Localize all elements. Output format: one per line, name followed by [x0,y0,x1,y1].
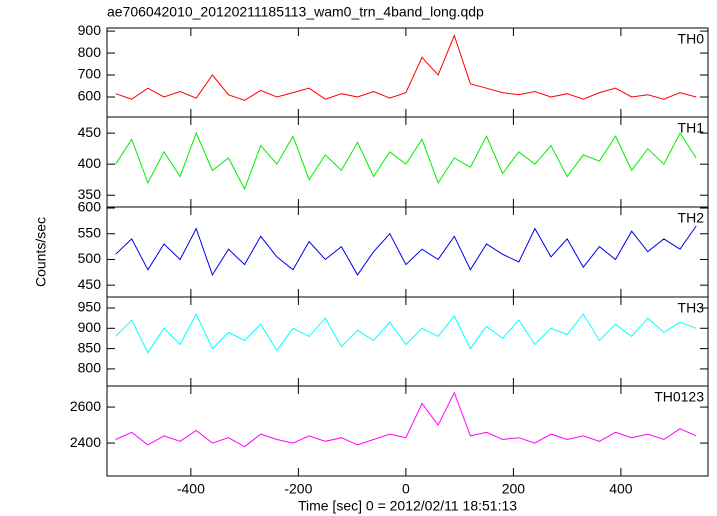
panel-frame [106,206,709,298]
x-tick-label: 0 [402,481,410,497]
y-tick-label: 600 [78,199,102,215]
y-axis-label: Counts/sec [33,217,49,287]
y-tick-label: 2400 [70,434,101,450]
x-tick-label: -400 [177,481,205,497]
y-tick-label: 450 [78,124,102,140]
y-tick-label: 550 [78,224,102,240]
y-tick-label: 900 [78,319,102,335]
x-tick-label: -200 [284,481,312,497]
panel-label: TH0123 [654,389,704,405]
y-tick-label: 800 [78,360,102,376]
y-tick-label: 700 [78,66,102,82]
light-curve [115,34,697,101]
chart-title: ae706042010_20120211185113_wam0_trn_4ban… [107,4,484,20]
y-tick-label: 400 [78,155,102,171]
panel-frame [106,296,709,387]
light-curve [115,225,697,277]
y-tick-label: 450 [78,276,102,292]
y-tick-label: 350 [78,186,102,202]
panel-label: TH1 [678,120,705,136]
panel-frame [106,27,709,118]
panel-frame [106,385,709,477]
panel-label: TH2 [678,210,705,226]
x-axis-label: Time [sec] 0 = 2012/02/11 18:51:13 [298,498,517,514]
panel-label: TH3 [678,300,705,316]
panel-label: TH0 [678,31,705,47]
light-curve [115,131,697,191]
y-tick-label: 500 [78,250,102,266]
x-tick-label: 400 [609,481,633,497]
y-tick-label: 2600 [70,398,101,414]
y-tick-label: 800 [78,44,102,60]
y-tick-label: 850 [78,339,102,355]
y-tick-label: 600 [78,88,102,104]
light-curve [115,391,697,448]
y-tick-label: 950 [78,299,102,315]
x-tick-label: 200 [502,481,526,497]
light-curve [115,312,697,354]
y-tick-label: 900 [78,22,102,38]
